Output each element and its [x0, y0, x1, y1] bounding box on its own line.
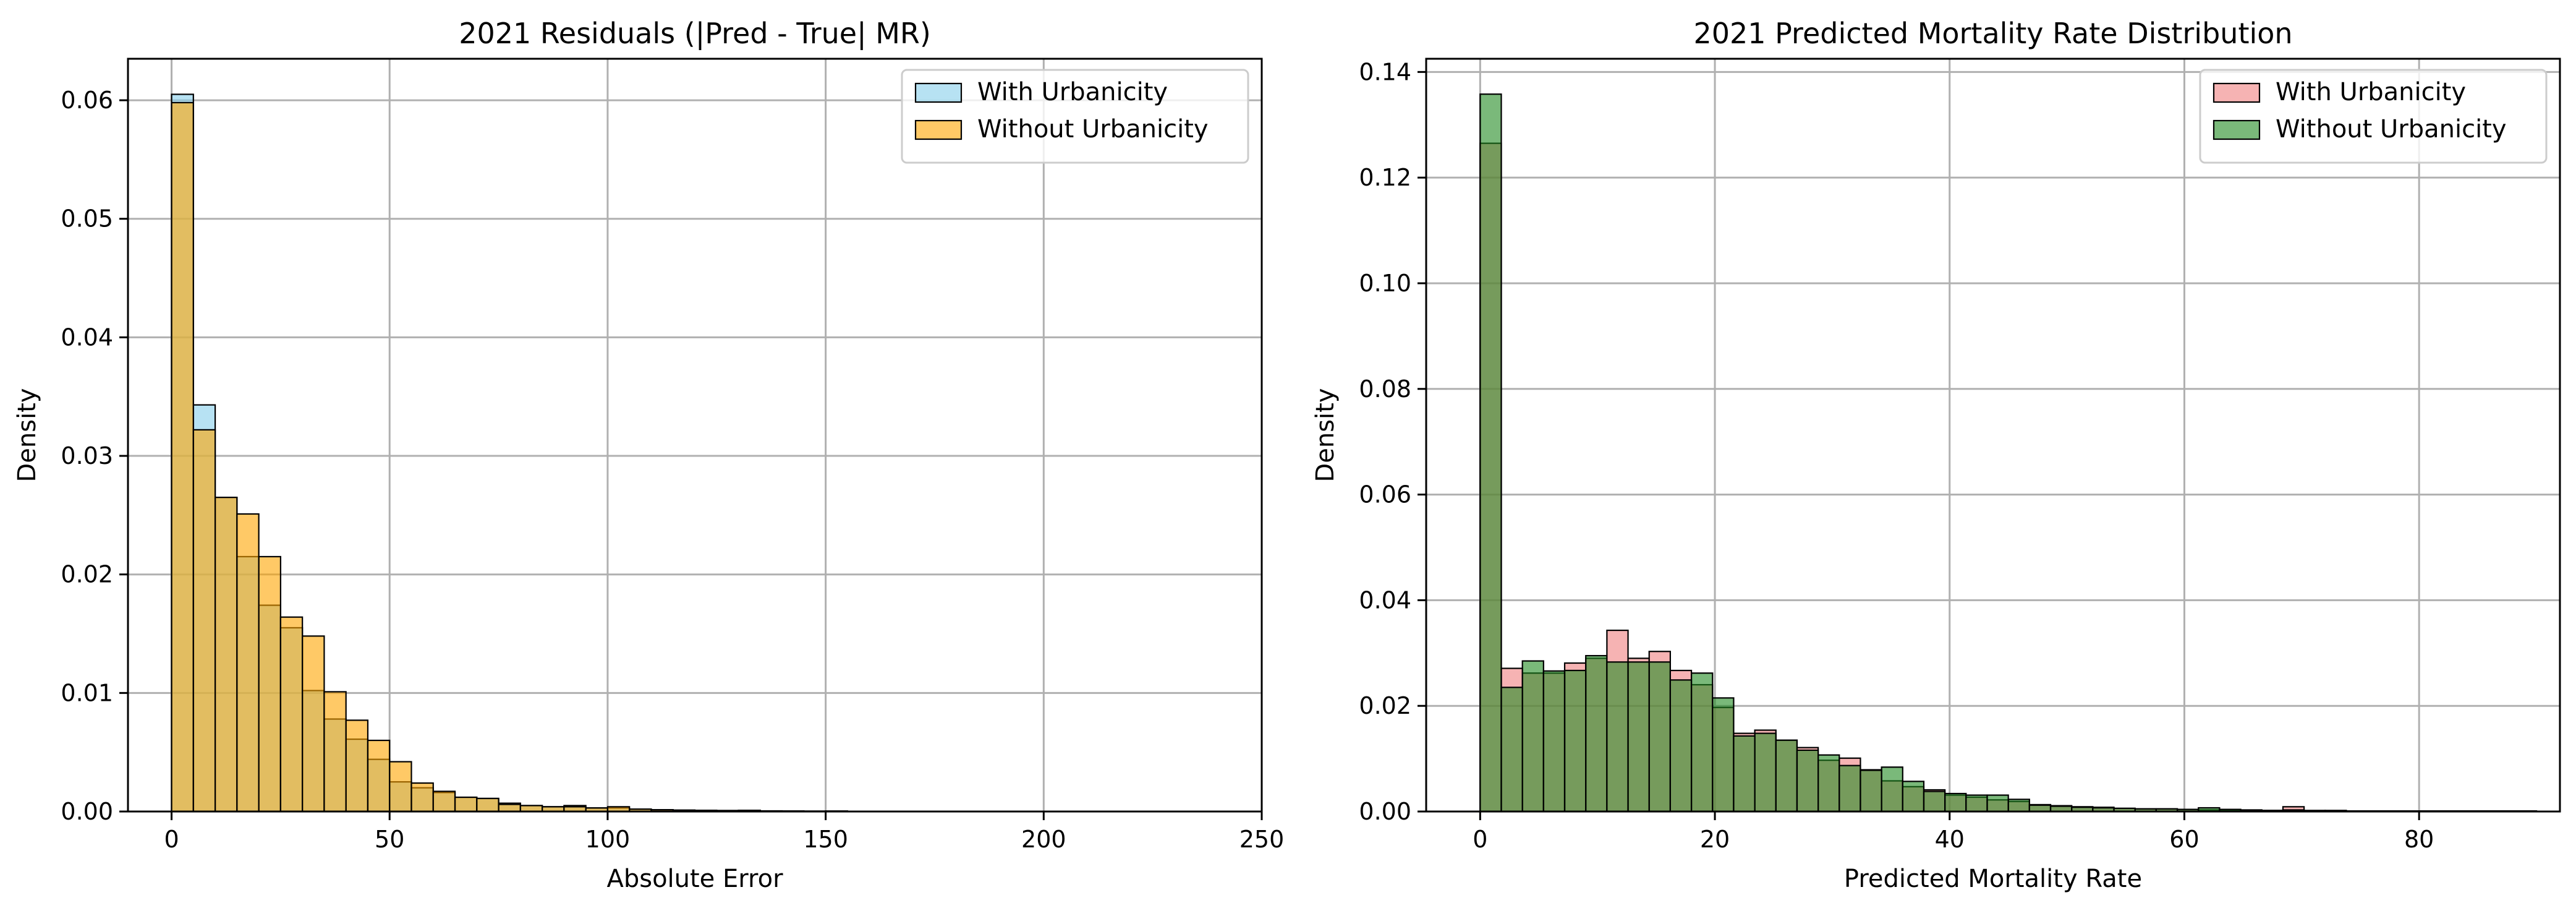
histogram-bar [236, 513, 260, 813]
series-2-bars [1479, 93, 2538, 813]
histogram-bar [1563, 669, 1587, 813]
x-axis-label: Absolute Error [606, 865, 783, 893]
histogram-bar [476, 797, 499, 813]
plot-frame [127, 58, 1263, 813]
histogram-bar [2007, 799, 2030, 813]
residuals-histogram-panel: 0 50 100 150 200 250 0.00 0.01 0.02 0.03 0.04 0.05 0… [13, 17, 1284, 893]
y-tick-label: 0.00 [61, 798, 113, 825]
histogram-bar [1733, 735, 1756, 813]
x-tick-label: 0 [164, 826, 179, 853]
histogram-bar [1902, 781, 1925, 813]
chart-title: 2021 Predicted Mortality Rate Distributi… [1693, 17, 2292, 50]
histogram-bar [1669, 679, 1693, 813]
histogram-bar [192, 429, 216, 813]
y-axis-label: Density [1311, 388, 1340, 482]
y-tick-label: 0.06 [1359, 481, 1411, 508]
histogram-bar [410, 782, 434, 813]
histogram-bar [279, 616, 304, 813]
legend-box [901, 69, 1249, 164]
histogram-bar [1775, 739, 1798, 813]
histogram-bar [1690, 672, 1714, 813]
legend-label: Without Urbanicity [977, 115, 1209, 143]
x-tick-label: 200 [1021, 826, 1066, 853]
histogram-bar [323, 691, 347, 813]
legend-box [2199, 69, 2548, 164]
histogram-bar [1838, 765, 1861, 813]
series-2-bars [171, 101, 1197, 813]
y-tick-label: 0.14 [1359, 58, 1411, 85]
y-tick-label: 0.00 [1359, 798, 1411, 825]
histogram-bar [498, 803, 521, 813]
histogram-bar [1627, 661, 1650, 813]
x-axis-label: Predicted Mortality Rate [1844, 865, 2142, 893]
legend-swatch [914, 82, 963, 103]
histogram-bar [258, 555, 281, 813]
y-tick-label: 0.01 [61, 679, 113, 706]
histogram-bar [432, 790, 456, 813]
histogram-bar [302, 635, 325, 813]
legend: With Urbanicity Without Urbanicity [2199, 69, 2548, 164]
histogram-bar [345, 719, 369, 813]
histogram-bar [1923, 790, 1946, 813]
x-tick-label: 100 [585, 826, 631, 853]
plot-frame [1425, 58, 2561, 813]
histogram-bar [389, 761, 412, 813]
histogram-bar [1606, 661, 1629, 813]
chart-title: 2021 Residuals (|Pred - True| MR) [459, 17, 931, 51]
y-tick-label: 0.06 [61, 87, 113, 114]
legend-swatch [914, 119, 963, 140]
histogram-bar [1796, 749, 1819, 813]
y-tick-label: 0.05 [61, 205, 113, 233]
histogram-bar [1817, 754, 1840, 813]
histogram-bar [454, 796, 478, 813]
histogram-bar [214, 497, 238, 813]
legend-label: Without Urbanicity [2276, 115, 2507, 143]
legend-swatch [2213, 119, 2261, 140]
x-tick-label: 60 [2169, 826, 2199, 853]
x-tick-label: 20 [1700, 826, 1730, 853]
histogram-bar [1754, 732, 1777, 813]
histogram-bar [1500, 687, 1523, 813]
histogram-bar [1479, 93, 1502, 813]
histogram-bar [1521, 660, 1544, 813]
y-tick-label: 0.04 [1359, 586, 1411, 614]
histogram-bar [1965, 794, 1988, 813]
x-tick-label: 80 [2404, 826, 2434, 853]
x-tick-label: 150 [803, 826, 848, 853]
histogram-bar [1585, 654, 1608, 813]
histogram-bar [1860, 769, 1882, 813]
legend-label: With Urbanicity [977, 78, 1168, 106]
x-tick-label: 40 [1935, 826, 1965, 853]
histogram-bar [1648, 661, 1671, 813]
histogram-bar [1712, 697, 1735, 813]
histogram-bar [1542, 670, 1566, 813]
histogram-bar [367, 739, 391, 813]
legend: With Urbanicity Without Urbanicity [901, 69, 1249, 164]
y-tick-label: 0.08 [1359, 375, 1411, 403]
y-tick-label: 0.04 [61, 323, 113, 351]
histogram-bar [1881, 766, 1903, 813]
x-tick-label: 0 [1473, 826, 1487, 853]
y-tick-label: 0.02 [1359, 692, 1411, 719]
mortality-distribution-panel: 0 20 40 60 80 0.00 0.02 0.04 0.06 0.08 0.10 0.12 0.1… [1311, 17, 2561, 893]
histogram-bar [171, 101, 194, 813]
histogram-bar [1986, 794, 2009, 813]
legend-swatch [2213, 82, 2261, 103]
y-tick-label: 0.02 [61, 561, 113, 588]
x-tick-label: 50 [375, 826, 404, 853]
y-axis-label: Density [13, 388, 41, 482]
legend-label: With Urbanicity [2276, 78, 2466, 106]
y-tick-label: 0.03 [61, 442, 113, 469]
histogram-bar [1944, 792, 1967, 813]
y-tick-label: 0.10 [1359, 270, 1411, 297]
histogram-bar [2028, 804, 2052, 813]
y-tick-label: 0.12 [1359, 164, 1411, 191]
x-tick-label: 250 [1239, 826, 1285, 853]
